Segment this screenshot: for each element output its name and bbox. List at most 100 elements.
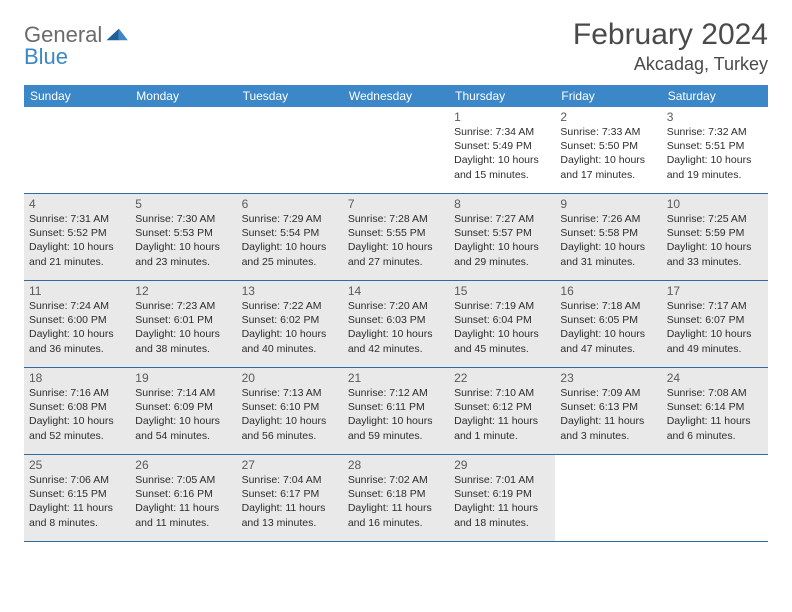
daylight-text-2: and 17 minutes. [560, 168, 656, 182]
calendar-cell-blank [555, 455, 661, 541]
sunrise-text: Sunrise: 7:22 AM [242, 299, 338, 313]
daylight-text-2: and 54 minutes. [135, 429, 231, 443]
calendar-cell: 6Sunrise: 7:29 AMSunset: 5:54 PMDaylight… [237, 194, 343, 280]
daylight-text-2: and 21 minutes. [29, 255, 125, 269]
daylight-text-1: Daylight: 10 hours [29, 414, 125, 428]
calendar-cell-blank [237, 107, 343, 193]
calendar-cell: 1Sunrise: 7:34 AMSunset: 5:49 PMDaylight… [449, 107, 555, 193]
daylight-text-2: and 40 minutes. [242, 342, 338, 356]
daylight-text-1: Daylight: 10 hours [348, 327, 444, 341]
calendar-cell: 17Sunrise: 7:17 AMSunset: 6:07 PMDayligh… [662, 281, 768, 367]
calendar-cell: 10Sunrise: 7:25 AMSunset: 5:59 PMDayligh… [662, 194, 768, 280]
day-number: 3 [667, 110, 763, 124]
sunrise-text: Sunrise: 7:02 AM [348, 473, 444, 487]
day-number: 17 [667, 284, 763, 298]
daylight-text-1: Daylight: 10 hours [242, 327, 338, 341]
daylight-text-2: and 11 minutes. [135, 516, 231, 530]
sunset-text: Sunset: 6:01 PM [135, 313, 231, 327]
day-number: 23 [560, 371, 656, 385]
daylight-text-2: and 42 minutes. [348, 342, 444, 356]
daylight-text-1: Daylight: 10 hours [454, 240, 550, 254]
daylight-text-2: and 33 minutes. [667, 255, 763, 269]
daylight-text-2: and 52 minutes. [29, 429, 125, 443]
day-number: 1 [454, 110, 550, 124]
month-title: February 2024 [573, 18, 768, 52]
sunset-text: Sunset: 5:50 PM [560, 139, 656, 153]
sunrise-text: Sunrise: 7:10 AM [454, 386, 550, 400]
sunset-text: Sunset: 5:57 PM [454, 226, 550, 240]
logo-word1: General [24, 24, 102, 46]
sunrise-text: Sunrise: 7:16 AM [29, 386, 125, 400]
sunrise-text: Sunrise: 7:08 AM [667, 386, 763, 400]
sunset-text: Sunset: 6:04 PM [454, 313, 550, 327]
calendar-cell: 24Sunrise: 7:08 AMSunset: 6:14 PMDayligh… [662, 368, 768, 454]
daylight-text-1: Daylight: 11 hours [667, 414, 763, 428]
sunrise-text: Sunrise: 7:30 AM [135, 212, 231, 226]
daylight-text-2: and 59 minutes. [348, 429, 444, 443]
calendar-cell: 12Sunrise: 7:23 AMSunset: 6:01 PMDayligh… [130, 281, 236, 367]
weekday-header: Monday [130, 85, 236, 107]
calendar-cell: 19Sunrise: 7:14 AMSunset: 6:09 PMDayligh… [130, 368, 236, 454]
sunset-text: Sunset: 6:12 PM [454, 400, 550, 414]
calendar-cell: 18Sunrise: 7:16 AMSunset: 6:08 PMDayligh… [24, 368, 130, 454]
day-number: 10 [667, 197, 763, 211]
daylight-text-2: and 8 minutes. [29, 516, 125, 530]
day-number: 7 [348, 197, 444, 211]
logo: GeneralBlue [24, 18, 130, 68]
day-number: 24 [667, 371, 763, 385]
sunrise-text: Sunrise: 7:01 AM [454, 473, 550, 487]
calendar-page: GeneralBlue February 2024 Akcadag, Turke… [0, 0, 792, 552]
sunset-text: Sunset: 6:00 PM [29, 313, 125, 327]
sunrise-text: Sunrise: 7:34 AM [454, 125, 550, 139]
daylight-text-1: Daylight: 11 hours [242, 501, 338, 515]
calendar-cell-blank [130, 107, 236, 193]
calendar-cell: 5Sunrise: 7:30 AMSunset: 5:53 PMDaylight… [130, 194, 236, 280]
calendar-cell-blank [24, 107, 130, 193]
weekday-header: Wednesday [343, 85, 449, 107]
daylight-text-2: and 3 minutes. [560, 429, 656, 443]
daylight-text-1: Daylight: 10 hours [348, 414, 444, 428]
day-number: 19 [135, 371, 231, 385]
day-number: 15 [454, 284, 550, 298]
calendar-cell: 22Sunrise: 7:10 AMSunset: 6:12 PMDayligh… [449, 368, 555, 454]
sunset-text: Sunset: 5:51 PM [667, 139, 763, 153]
daylight-text-1: Daylight: 11 hours [560, 414, 656, 428]
calendar-cell-blank [662, 455, 768, 541]
calendar-cell-blank [343, 107, 449, 193]
daylight-text-1: Daylight: 10 hours [667, 153, 763, 167]
sunset-text: Sunset: 6:13 PM [560, 400, 656, 414]
daylight-text-1: Daylight: 10 hours [454, 153, 550, 167]
sunset-text: Sunset: 6:09 PM [135, 400, 231, 414]
sunrise-text: Sunrise: 7:04 AM [242, 473, 338, 487]
daylight-text-2: and 36 minutes. [29, 342, 125, 356]
sunrise-text: Sunrise: 7:24 AM [29, 299, 125, 313]
sunrise-text: Sunrise: 7:29 AM [242, 212, 338, 226]
sunset-text: Sunset: 5:55 PM [348, 226, 444, 240]
daylight-text-1: Daylight: 10 hours [135, 327, 231, 341]
sunrise-text: Sunrise: 7:13 AM [242, 386, 338, 400]
calendar-cell: 7Sunrise: 7:28 AMSunset: 5:55 PMDaylight… [343, 194, 449, 280]
day-number: 26 [135, 458, 231, 472]
day-number: 13 [242, 284, 338, 298]
daylight-text-1: Daylight: 11 hours [348, 501, 444, 515]
daylight-text-1: Daylight: 10 hours [454, 327, 550, 341]
daylight-text-1: Daylight: 10 hours [29, 240, 125, 254]
calendar-cell: 20Sunrise: 7:13 AMSunset: 6:10 PMDayligh… [237, 368, 343, 454]
calendar-cell: 2Sunrise: 7:33 AMSunset: 5:50 PMDaylight… [555, 107, 661, 193]
daylight-text-1: Daylight: 10 hours [242, 414, 338, 428]
sunrise-text: Sunrise: 7:05 AM [135, 473, 231, 487]
day-number: 2 [560, 110, 656, 124]
daylight-text-2: and 18 minutes. [454, 516, 550, 530]
daylight-text-1: Daylight: 10 hours [560, 327, 656, 341]
daylight-text-2: and 16 minutes. [348, 516, 444, 530]
day-number: 21 [348, 371, 444, 385]
calendar-cell: 3Sunrise: 7:32 AMSunset: 5:51 PMDaylight… [662, 107, 768, 193]
day-number: 9 [560, 197, 656, 211]
calendar-cell: 13Sunrise: 7:22 AMSunset: 6:02 PMDayligh… [237, 281, 343, 367]
daylight-text-1: Daylight: 10 hours [29, 327, 125, 341]
sunrise-text: Sunrise: 7:28 AM [348, 212, 444, 226]
daylight-text-2: and 19 minutes. [667, 168, 763, 182]
sunset-text: Sunset: 6:05 PM [560, 313, 656, 327]
day-number: 20 [242, 371, 338, 385]
calendar-cell: 25Sunrise: 7:06 AMSunset: 6:15 PMDayligh… [24, 455, 130, 541]
